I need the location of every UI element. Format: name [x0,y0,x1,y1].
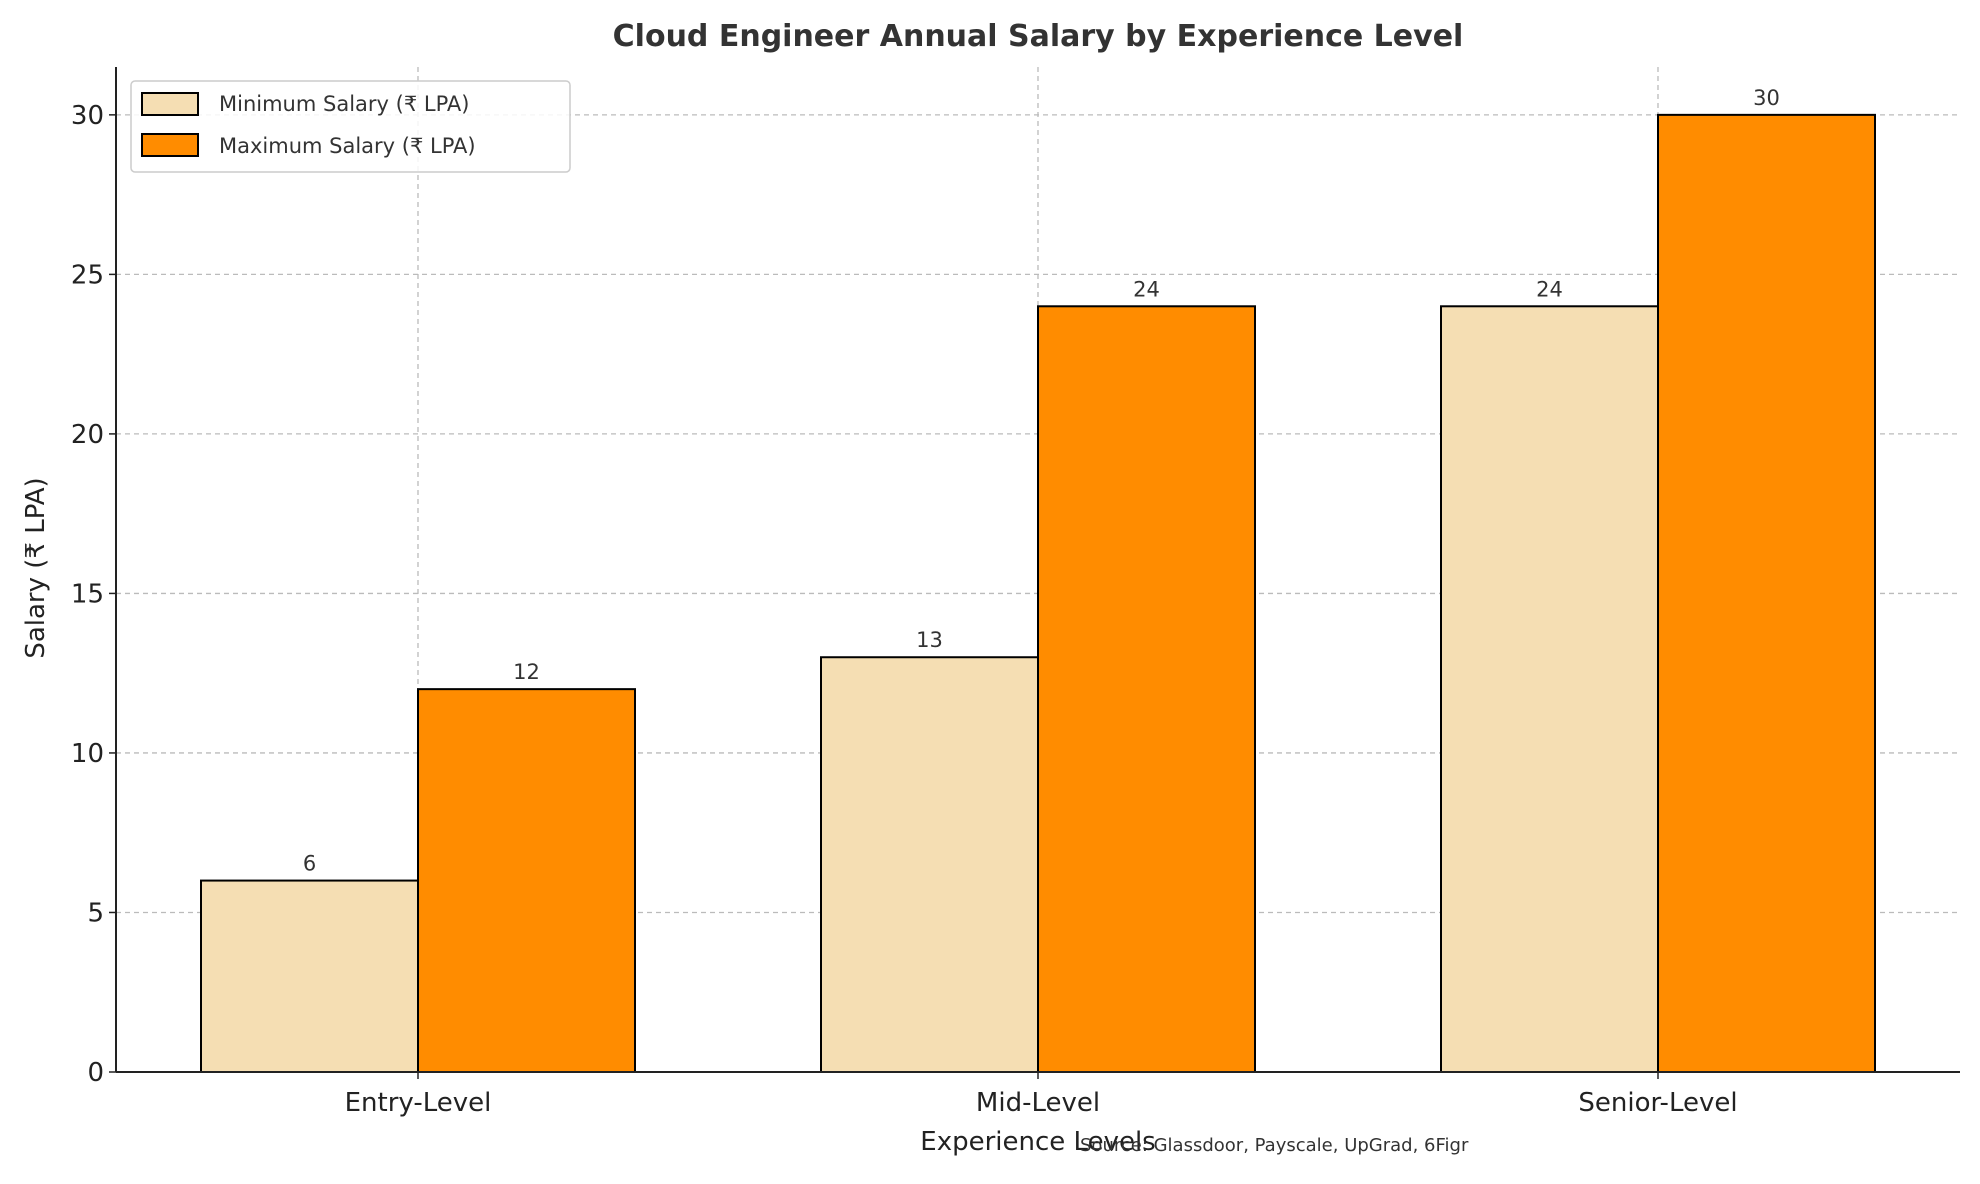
data-label: 12 [513,660,540,684]
bar-max-mid-level [1037,305,1256,1073]
y-tick-label: 25 [71,260,104,290]
bars [200,113,1876,1074]
legend-swatch-min [141,92,199,116]
chart-title: Cloud Engineer Annual Salary by Experien… [613,19,1464,54]
bar-min-senior-level [1440,305,1659,1073]
legend-box [130,80,571,173]
legend-label-min: Minimum Salary (₹ LPA) [219,92,469,116]
y-tick-label: 10 [71,739,104,769]
bar-max-entry-level [417,688,636,1074]
y-tick-label: 30 [71,101,104,131]
data-label: 13 [916,628,943,652]
x-axis-label: Experience Levels [920,1127,1155,1157]
data-labels: 6 13 24 12 24 30 [303,86,1780,876]
legend: Minimum Salary (₹ LPA) Maximum Salary (₹… [130,80,571,173]
axes: 0 5 10 15 20 25 30 Entry-Level Mid-Level Senior-L… [71,67,1960,1118]
bar-max-senior-level [1657,113,1876,1074]
y-tick-label: 5 [87,898,104,928]
legend-label-max: Maximum Salary (₹ LPA) [219,134,476,158]
x-tick-label: Entry-Level [345,1088,492,1118]
data-label: 24 [1133,277,1160,301]
y-tick-label: 0 [87,1058,104,1088]
x-tick-label: Mid-Level [976,1088,1100,1118]
y-axis-label: Salary (₹ LPA) [21,477,51,658]
bar-min-entry-level [200,879,419,1073]
y-tick-label: 20 [71,420,104,450]
x-tick-label: Senior-Level [1578,1088,1737,1118]
data-label: 6 [303,852,316,876]
y-tick-label: 15 [71,579,104,609]
data-label: 30 [1753,86,1780,110]
bar-min-mid-level [820,656,1039,1073]
source-annotation: Source: Glassdoor, Payscale, UpGrad, 6Fi… [1080,1135,1469,1156]
data-label: 24 [1536,277,1563,301]
legend-swatch-max [141,133,199,157]
